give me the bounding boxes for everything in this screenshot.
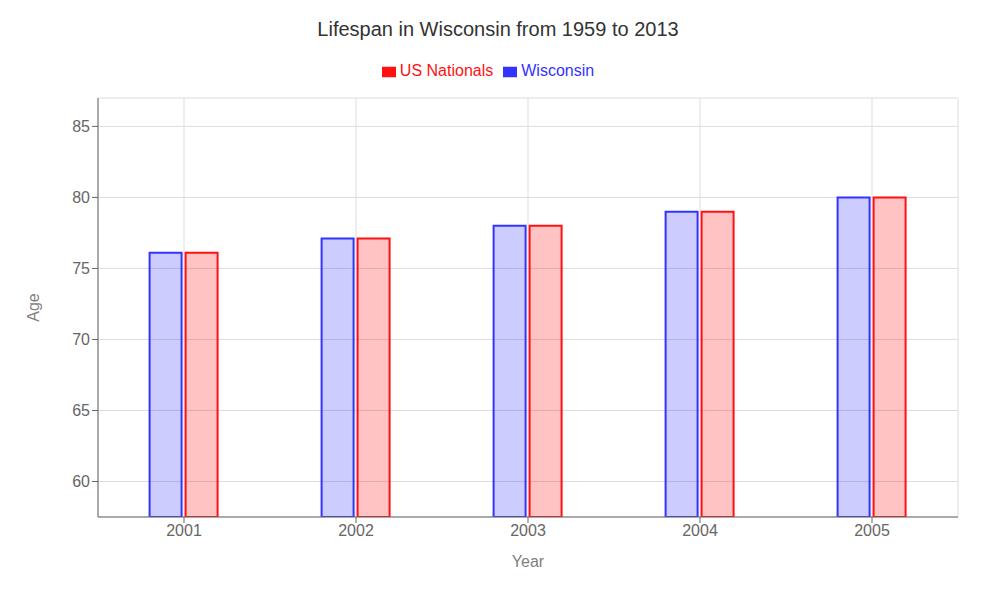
html-text:Wisconsin: Wisconsin — [521, 62, 595, 79]
svg-text:80: 80 — [72, 189, 90, 206]
svg-text:2005: 2005 — [854, 522, 890, 539]
svg-text:Year: Year — [512, 553, 545, 570]
svg-text:2003: 2003 — [510, 522, 546, 539]
svg-text:70: 70 — [72, 331, 90, 348]
svg-text:2002: 2002 — [338, 522, 374, 539]
svg-text:75: 75 — [72, 260, 90, 277]
svg-text:60: 60 — [72, 473, 90, 490]
svg-text:65: 65 — [72, 402, 90, 419]
svg-text:2001: 2001 — [166, 522, 202, 539]
html-text:US Nationals: US Nationals — [399, 62, 494, 79]
svg-text:Age: Age — [25, 293, 42, 322]
svg-text:85: 85 — [72, 118, 90, 135]
svg-text:2004: 2004 — [682, 522, 718, 539]
html-text:Lifespan in Wisconsin from 195: Lifespan in Wisconsin from 1959 to 2013 — [317, 18, 679, 40]
